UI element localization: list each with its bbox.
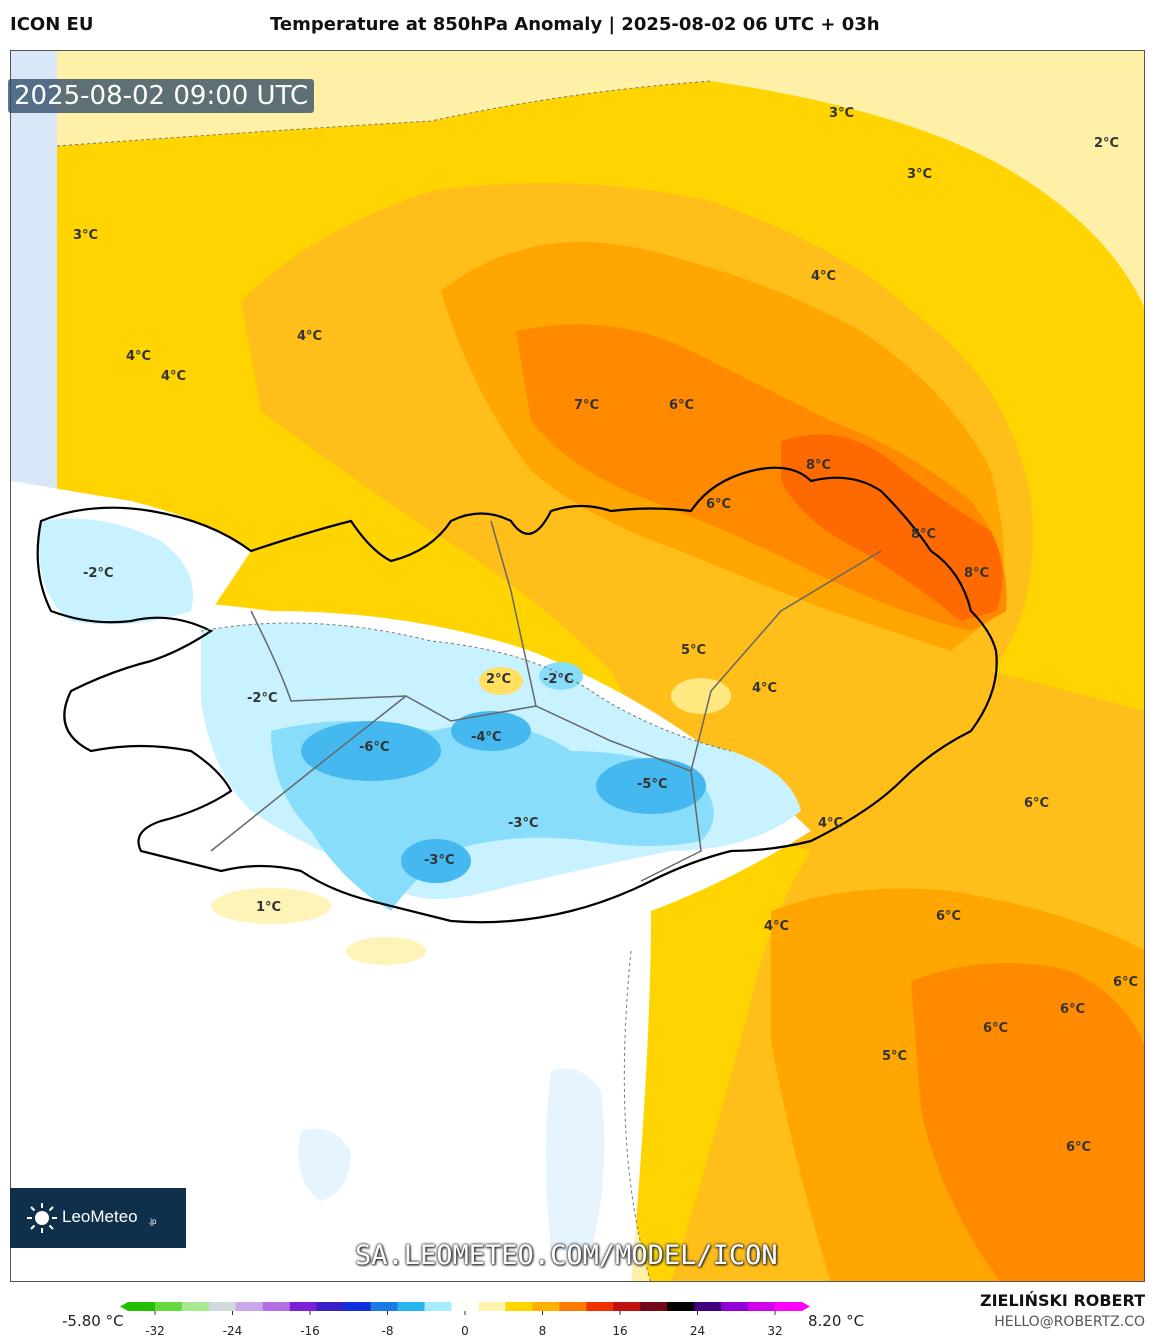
contour-label: -4°C bbox=[471, 730, 501, 745]
scale-tick-label: -24 bbox=[223, 1324, 243, 1338]
scale-swatch bbox=[559, 1302, 587, 1311]
contour-label: 6°C bbox=[706, 497, 731, 512]
contour-label: 4°C bbox=[764, 919, 789, 934]
scale-swatch bbox=[181, 1302, 210, 1311]
scale-tick-label: 0 bbox=[461, 1324, 469, 1338]
author-email[interactable]: HELLO@ROBERTZ.CO bbox=[994, 1314, 1145, 1330]
logo-suffix: .jp bbox=[148, 1217, 157, 1226]
contour-label: 3°C bbox=[829, 106, 854, 121]
scale-swatch bbox=[640, 1302, 668, 1311]
scale-swatch bbox=[262, 1302, 291, 1311]
scale-swatch bbox=[721, 1302, 749, 1311]
map-title: Temperature at 850hPa Anomaly | 2025-08-… bbox=[270, 14, 880, 35]
source-watermark: SA.LEOMETEO.COM/MODEL/ICON bbox=[355, 1240, 778, 1271]
scale-arrow-right bbox=[802, 1302, 810, 1311]
contour-label: 8°C bbox=[806, 458, 831, 473]
contour-label: 8°C bbox=[911, 527, 936, 542]
scale-swatch bbox=[586, 1302, 614, 1311]
contour-label: 6°C bbox=[983, 1021, 1008, 1036]
leometeo-logo[interactable]: LeoMeteo .jp bbox=[10, 1188, 186, 1248]
contour-label: 6°C bbox=[1060, 1002, 1085, 1017]
legend-min-value: -5.80 °C bbox=[62, 1312, 124, 1330]
author-name: ZIELIŃSKI ROBERT bbox=[979, 1291, 1145, 1310]
scale-tick-label: 24 bbox=[690, 1324, 705, 1338]
scale-swatch bbox=[370, 1302, 399, 1311]
scale-swatch bbox=[505, 1302, 533, 1311]
contour-label: 2°C bbox=[1094, 136, 1119, 151]
contour-label: 4°C bbox=[818, 816, 843, 831]
scale-tick-label: -8 bbox=[382, 1324, 394, 1338]
scale-tick-label: -16 bbox=[300, 1324, 320, 1338]
sun-icon bbox=[27, 1203, 57, 1233]
scale-swatch bbox=[154, 1302, 183, 1311]
contour-label: 6°C bbox=[936, 909, 961, 924]
scale-swatch bbox=[424, 1302, 453, 1311]
scale-swatch bbox=[343, 1302, 372, 1311]
contour-label: -6°C bbox=[359, 740, 389, 755]
scale-swatch bbox=[694, 1302, 722, 1311]
scale-swatch bbox=[289, 1302, 318, 1311]
scale-swatch bbox=[397, 1302, 426, 1311]
contour-label: 5°C bbox=[681, 643, 706, 658]
contour-label: 6°C bbox=[1066, 1140, 1091, 1155]
scale-swatch bbox=[208, 1302, 237, 1311]
scale-swatch bbox=[316, 1302, 345, 1311]
contour-label: 1°C bbox=[256, 900, 281, 915]
contour-label: 4°C bbox=[752, 681, 777, 696]
contour-label: 2°C bbox=[486, 672, 511, 687]
contour-label: 5°C bbox=[882, 1049, 907, 1064]
color-scale: -32 -24 -16 -8 0 8 16 24 32 bbox=[120, 1302, 810, 1338]
scale-swatch bbox=[613, 1302, 641, 1311]
contour-label: 4°C bbox=[297, 329, 322, 344]
scale-swatch bbox=[532, 1302, 560, 1311]
scale-arrow-left bbox=[120, 1302, 128, 1311]
contour-label: 6°C bbox=[669, 398, 694, 413]
scale-swatch bbox=[478, 1302, 506, 1311]
contour-label: 3°C bbox=[907, 167, 932, 182]
scale-swatch bbox=[667, 1302, 695, 1311]
contour-label: -3°C bbox=[424, 853, 454, 868]
contour-label: 4°C bbox=[161, 369, 186, 384]
scale-swatch bbox=[748, 1302, 776, 1311]
contour-label: 6°C bbox=[1113, 975, 1138, 990]
scale-tick-label: -32 bbox=[145, 1324, 165, 1338]
logo-text: LeoMeteo bbox=[62, 1207, 138, 1226]
scale-swatch bbox=[128, 1302, 156, 1311]
scale-tick-label: 16 bbox=[612, 1324, 627, 1338]
contour-label: 8°C bbox=[964, 566, 989, 581]
scale-swatch bbox=[775, 1302, 803, 1311]
contour-label: -2°C bbox=[543, 672, 573, 687]
scale-swatch bbox=[235, 1302, 264, 1311]
contour-label: 4°C bbox=[811, 269, 836, 284]
map-canvas: 3°C 2°C 3°C 3°C 4°C 4°C 4°C 4°C 7°C 6°C … bbox=[11, 51, 1144, 1281]
legend-max-value: 8.20 °C bbox=[808, 1312, 865, 1330]
contour-label: 7°C bbox=[574, 398, 599, 413]
contour-label: -2°C bbox=[247, 691, 277, 706]
anomaly-map[interactable]: 3°C 2°C 3°C 3°C 4°C 4°C 4°C 4°C 7°C 6°C … bbox=[10, 50, 1145, 1282]
contour-label: 6°C bbox=[1024, 796, 1049, 811]
contour-label: -3°C bbox=[508, 816, 538, 831]
contour-label: 3°C bbox=[73, 228, 98, 243]
contour-label: -2°C bbox=[83, 566, 113, 581]
model-name: ICON EU bbox=[10, 14, 94, 35]
timestamp-badge: 2025-08-02 09:00 UTC bbox=[8, 79, 315, 113]
scale-swatch bbox=[451, 1302, 479, 1311]
contour-label: -5°C bbox=[637, 777, 667, 792]
scale-tick-label: 32 bbox=[767, 1324, 782, 1338]
contour-label: 4°C bbox=[126, 349, 151, 364]
scale-tick-label: 8 bbox=[539, 1324, 547, 1338]
